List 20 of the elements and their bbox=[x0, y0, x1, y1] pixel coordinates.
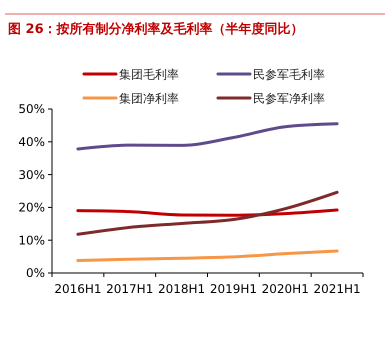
x-tick-label: 2018H1 bbox=[158, 282, 206, 296]
y-tick-label: 20% bbox=[18, 200, 45, 215]
y-tick-label: 10% bbox=[18, 233, 45, 248]
x-tick-label: 2017H1 bbox=[106, 282, 154, 296]
y-tick-label: 0% bbox=[26, 266, 45, 280]
legend-label: 民参军净利率 bbox=[253, 92, 325, 106]
y-tick-label: 30% bbox=[18, 168, 45, 182]
line-series bbox=[76, 190, 339, 236]
line-series bbox=[76, 250, 339, 262]
line-series bbox=[76, 122, 339, 151]
legend-label: 民参军毛利率 bbox=[253, 68, 325, 82]
chart-title: 图 26：按所有制分净利率及毛利率（半年度同比） bbox=[8, 21, 304, 37]
x-tick-label: 2016H1 bbox=[54, 282, 102, 296]
y-tick-label: 40% bbox=[18, 135, 45, 149]
legend-label: 集团净利率 bbox=[119, 92, 179, 106]
x-tick-label: 2021H1 bbox=[313, 282, 361, 296]
x-tick-label: 2019H1 bbox=[210, 282, 258, 296]
x-tick-label: 2020H1 bbox=[262, 282, 309, 296]
legend-label: 集团毛利率 bbox=[119, 68, 179, 82]
y-tick-label: 50% bbox=[18, 102, 45, 116]
